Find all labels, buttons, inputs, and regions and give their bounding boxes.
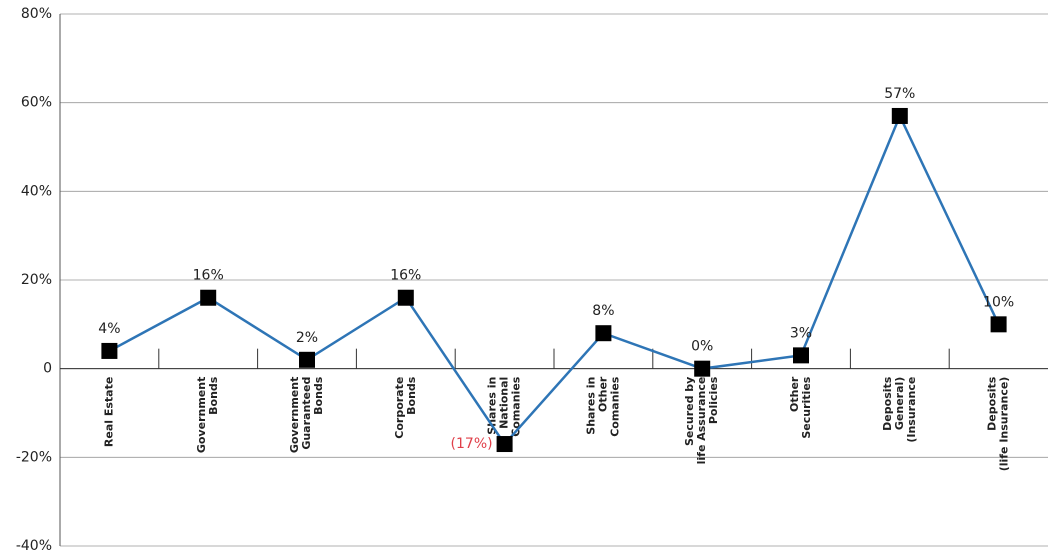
x-tick-label-line: National	[498, 377, 511, 429]
y-tick-label: -20%	[16, 449, 52, 465]
y-tick-label: 60%	[21, 95, 52, 111]
x-tick-label: Deposits(life Insurance)	[986, 376, 1011, 471]
data-label: 16%	[193, 268, 224, 284]
marker	[397, 289, 414, 306]
x-tick-label-line: Shares in	[584, 377, 597, 435]
data-label: 8%	[592, 303, 614, 319]
data-label: 10%	[983, 294, 1014, 310]
data-label: 0%	[691, 339, 713, 355]
x-tick-label-line: (life Insurance)	[998, 377, 1011, 472]
x-tick-label-line: life Assurance	[695, 377, 708, 465]
x-tick-label: Shares inNationalComanies	[486, 376, 523, 437]
x-tick-label: Shares inOtherComanies	[584, 376, 621, 437]
y-tick-label: 0	[43, 361, 52, 377]
data-label: 57%	[884, 86, 915, 102]
x-tick-label-line: Corporate	[393, 377, 406, 439]
x-tick-label-line: Comanies	[510, 376, 523, 437]
data-label: 2%	[296, 330, 318, 346]
marker	[990, 316, 1007, 333]
x-tick-label-line: Government	[288, 377, 301, 453]
x-tick-label: Secured bylife AssurancePolicies	[683, 376, 720, 464]
data-label: 4%	[98, 321, 120, 337]
x-tick-label-line: General)	[893, 377, 906, 430]
marker	[595, 325, 612, 342]
x-tick-label-line: Government	[195, 377, 208, 453]
x-tick-label-line: Policies	[707, 376, 720, 424]
x-tick-label-line: Other	[788, 376, 801, 412]
y-tick-label: 20%	[21, 272, 52, 288]
marker	[200, 289, 217, 306]
x-tick-label: DepositsGeneral)(Insurance	[881, 376, 918, 442]
y-tick-label: 80%	[21, 6, 52, 22]
marker	[101, 342, 118, 359]
x-tick-label-line: Bonds	[405, 376, 418, 415]
series-line	[108, 112, 1000, 447]
x-tick-label-line: Comanies	[608, 376, 621, 437]
x-tick-label-line: Bonds	[312, 376, 325, 415]
data-label: 16%	[390, 268, 421, 284]
x-tick-label-line: Secured by	[683, 377, 696, 446]
data-label: 3%	[790, 325, 812, 341]
x-tick-label: GovernmentBonds	[195, 376, 220, 453]
x-tick-label: CorporateBonds	[393, 376, 418, 439]
y-tick-label: 40%	[21, 183, 52, 199]
y-tick-label: -40%	[16, 538, 52, 554]
x-tick-label: GovernmentGuaranteedBonds	[288, 376, 325, 453]
x-tick-label-line: Deposits	[986, 376, 999, 431]
marker	[891, 107, 908, 124]
x-tick-label-line: Real Estate	[102, 377, 115, 447]
x-tick-label: OtherSecurities	[788, 376, 813, 439]
marker	[793, 347, 809, 364]
data-label: (17%)	[451, 436, 493, 452]
x-tick-label-line: (Insurance	[905, 377, 918, 443]
marker	[299, 351, 315, 368]
x-tick-label-line: Securities	[800, 376, 813, 438]
x-tick-label-line: Guaranteed	[300, 377, 313, 450]
marker	[496, 436, 513, 453]
marker	[694, 360, 711, 377]
x-tick-label: Real Estate	[102, 377, 115, 447]
x-tick-label-line: Other	[596, 376, 609, 412]
x-tick-label-line: Bonds	[207, 376, 220, 415]
x-tick-label-line: Deposits	[881, 376, 894, 431]
